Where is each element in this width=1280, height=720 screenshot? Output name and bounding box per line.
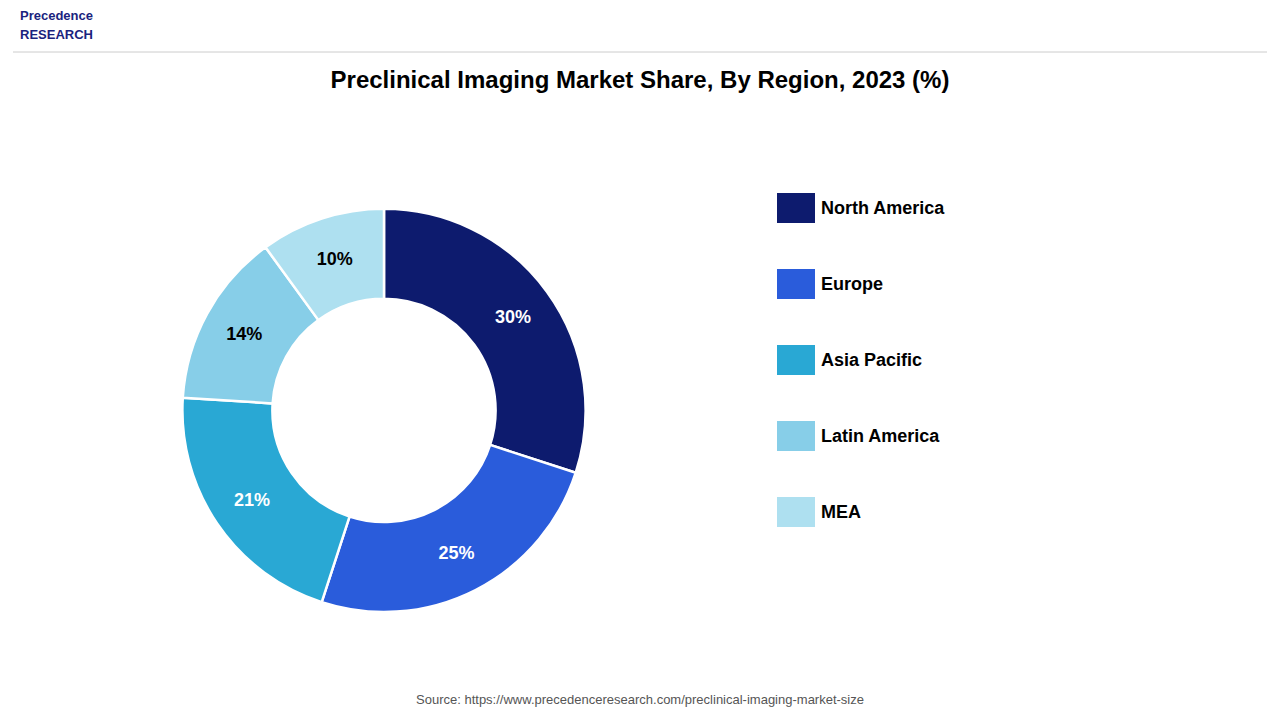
svg-text:Preclinical Imaging Market Sha: Preclinical Imaging Market Share, By Reg… <box>331 66 950 93</box>
svg-text:14%: 14% <box>226 324 262 344</box>
svg-text:Precedence: Precedence <box>20 8 93 23</box>
svg-text:21%: 21% <box>234 490 270 510</box>
svg-text:30%: 30% <box>495 307 531 327</box>
svg-text:10%: 10% <box>317 249 353 269</box>
svg-text:25%: 25% <box>438 543 474 563</box>
svg-text:RESEARCH: RESEARCH <box>20 27 93 42</box>
svg-text:North America: North America <box>821 198 945 218</box>
svg-text:MEA: MEA <box>821 502 861 522</box>
svg-text:Europe: Europe <box>821 274 883 294</box>
svg-text:Source: https://www.precedence: Source: https://www.precedenceresearch.c… <box>416 692 864 707</box>
svg-text:Asia Pacific: Asia Pacific <box>821 350 922 370</box>
svg-text:Latin America: Latin America <box>821 426 940 446</box>
